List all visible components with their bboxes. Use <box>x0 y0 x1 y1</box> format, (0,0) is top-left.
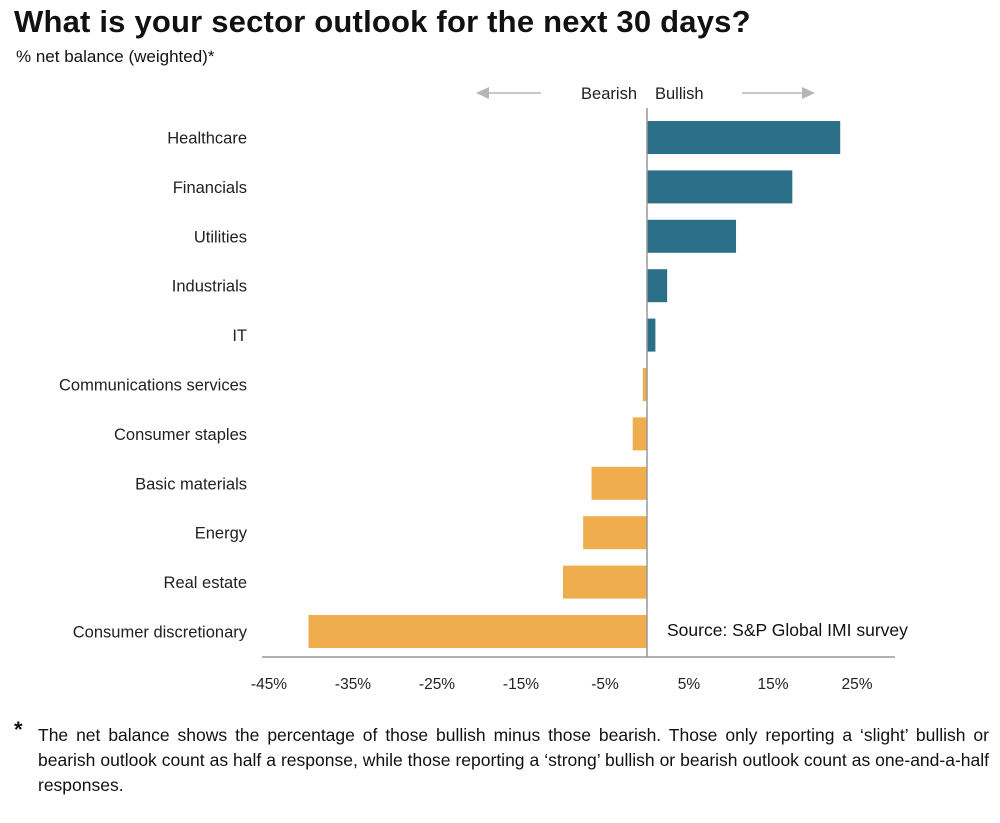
bar-communications-services <box>642 368 647 401</box>
footnote-text: The net balance shows the percentage of … <box>38 725 989 795</box>
footnote-marker: * <box>14 717 23 742</box>
x-tick-label: 15% <box>757 676 788 693</box>
bars-group <box>308 121 841 648</box>
x-tick-label: -5% <box>591 676 619 693</box>
category-label-utilities: Utilities <box>194 228 247 246</box>
bar-healthcare <box>647 121 841 154</box>
category-label-energy: Energy <box>195 525 248 543</box>
category-label-communications-services: Communications services <box>59 377 247 395</box>
footnote: * The net balance shows the percentage o… <box>14 717 989 798</box>
category-label-financials: Financials <box>173 179 247 197</box>
bullish-label: Bullish <box>655 85 704 103</box>
category-label-it: IT <box>232 327 247 345</box>
bar-consumer-discretionary <box>308 615 647 648</box>
category-label-healthcare: Healthcare <box>167 130 247 148</box>
category-label-consumer-discretionary: Consumer discretionary <box>73 624 248 642</box>
bar-it <box>647 318 656 352</box>
category-label-consumer-staples: Consumer staples <box>114 426 247 444</box>
bar-energy <box>583 516 647 550</box>
x-tick-labels: -45% -35% -25% -15% -5% 5% 15% 25% <box>251 676 873 693</box>
bearish-label: Bearish <box>581 85 637 103</box>
bar-utilities <box>647 219 737 253</box>
category-label-industrials: Industrials <box>172 278 247 296</box>
bullish-arrow-head-icon <box>802 87 815 99</box>
source-note: Source: S&P Global IMI survey <box>667 620 908 640</box>
bar-financials <box>647 170 793 204</box>
bar-industrials <box>647 269 668 303</box>
x-tick-label: 25% <box>841 676 872 693</box>
x-tick-label: -35% <box>335 676 371 693</box>
category-label-basic-materials: Basic materials <box>135 475 247 493</box>
direction-arrows: Bearish Bullish <box>476 85 815 103</box>
x-tick-label: -15% <box>503 676 539 693</box>
chart-title: What is your sector outlook for the next… <box>14 4 751 39</box>
x-tick-label: 5% <box>678 676 701 693</box>
bar-real-estate <box>563 565 647 599</box>
category-labels: Healthcare Financials Utilities Industrials… <box>59 130 248 642</box>
chart-subtitle: % net balance (weighted)* <box>16 47 215 66</box>
bar-consumer-staples <box>632 417 647 451</box>
category-label-real-estate: Real estate <box>164 574 247 592</box>
bearish-arrow-head-icon <box>476 87 489 99</box>
bar-basic-materials <box>591 466 647 500</box>
x-tick-label: -45% <box>251 676 287 693</box>
x-tick-label: -25% <box>419 676 455 693</box>
bar-chart: Bearish Bullish Healthcare Financials Util… <box>59 85 908 693</box>
